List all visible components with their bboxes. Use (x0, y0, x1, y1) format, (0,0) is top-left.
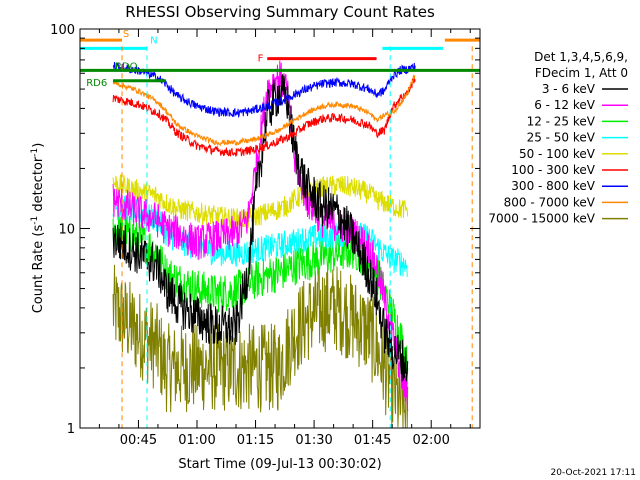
flag-label-rdo: RDO (115, 61, 138, 72)
y-axis-label-close: ) (31, 143, 46, 148)
x-tick-label: 01:30 (295, 433, 332, 448)
y-tick-label: 100 (50, 23, 75, 38)
series-3-6keV (112, 74, 409, 382)
y-axis-label-tail: detector (31, 156, 46, 216)
y-axis-label-sup: -1 (30, 216, 40, 225)
x-tick-label: 02:00 (412, 433, 449, 448)
legend-label: 6 - 12 keV (534, 98, 596, 112)
legend-label: 100 - 300 keV (511, 163, 595, 177)
y-tick-label: 1 (67, 422, 75, 437)
flag-label-rd6: RD6 (86, 78, 107, 89)
flag-label-s: S (123, 29, 129, 40)
legend-label: 800 - 7000 keV (504, 195, 596, 209)
legend-label: 12 - 25 keV (527, 114, 596, 128)
series-line (112, 74, 416, 147)
series-line (112, 174, 409, 230)
legend-label: 7000 - 15000 keV (488, 212, 595, 226)
x-tick-label: 00:45 (120, 433, 157, 448)
x-axis-label: Start Time (09-Jul-13 00:30:02) (178, 457, 381, 472)
legend-label: 50 - 100 keV (519, 147, 596, 161)
x-tick-label: 01:00 (178, 433, 215, 448)
legend-label: 3 - 6 keV (542, 82, 596, 96)
flag-label-n: N (150, 35, 157, 46)
chart-title: RHESSI Observing Summary Count Rates (125, 3, 435, 21)
y-axis: 1 10 100 (50, 23, 480, 437)
flag-label-f: F (258, 54, 264, 65)
plot-area (80, 38, 480, 428)
series-800-7000keV (112, 74, 416, 147)
legend-entries: 3 - 6 keV 6 - 12 keV 12 - 25 keV 25 - 50 ke… (488, 82, 628, 226)
x-tick-label: 01:15 (237, 433, 274, 448)
y-axis-label-main: Count Rate (s (31, 225, 46, 314)
series-line (112, 76, 416, 157)
legend-label: 25 - 50 keV (527, 131, 596, 145)
render-timestamp: 20-Oct-2021 17:11 (551, 468, 636, 478)
series-50-100keV (112, 174, 409, 230)
legend-label: 300 - 800 keV (511, 179, 595, 193)
legend-header-line-1: Det 1,3,4,5,6,9, (534, 50, 628, 64)
x-tick-label: 01:45 (354, 433, 391, 448)
legend: Det 1,3,4,5,6,9, FDecim 1, Att 0 3 - 6 k… (488, 50, 628, 226)
series-line (112, 74, 409, 382)
series-7000-15000keV (112, 264, 409, 428)
legend-header-line-2: FDecim 1, Att 0 (535, 66, 628, 80)
x-axis: 00:45 01:00 01:15 01:30 01:45 02:00 (98, 29, 471, 448)
y-tick-label: 10 (58, 223, 75, 238)
y-axis-label-sup2: -1 (30, 148, 40, 157)
series-line (112, 264, 409, 428)
y-axis-label: Count Rate (s-1 detector-1) (30, 143, 46, 314)
series-100-300keV (112, 76, 416, 157)
